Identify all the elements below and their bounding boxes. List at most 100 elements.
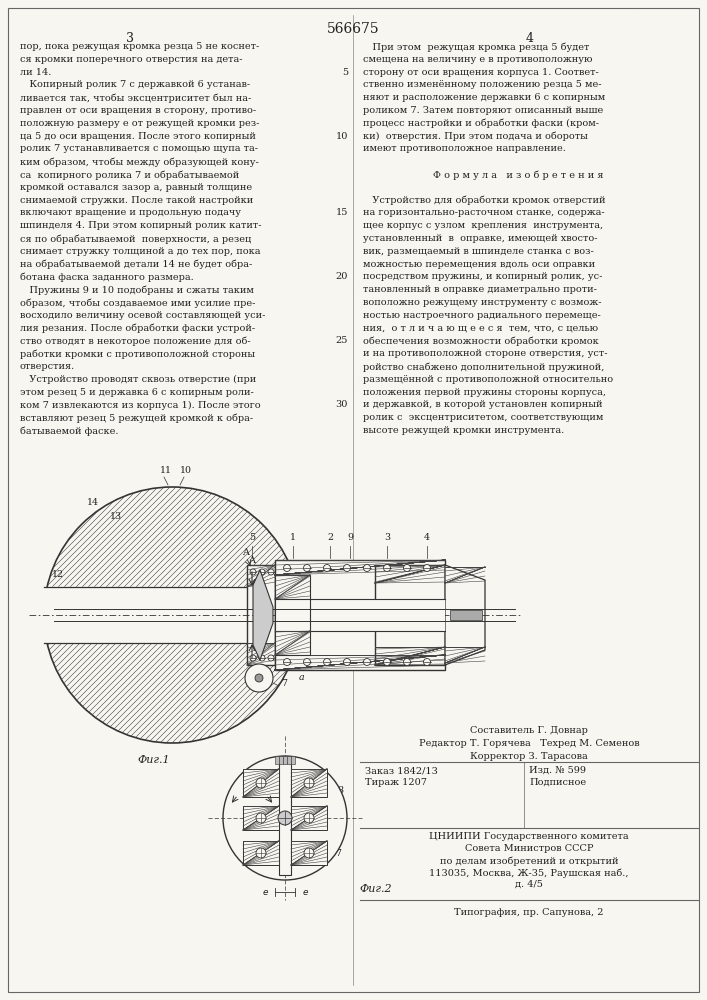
Text: Пружины 9 и 10 подобраны и сжаты таким: Пружины 9 и 10 подобраны и сжаты таким	[20, 285, 254, 295]
Text: 5: 5	[249, 533, 255, 542]
Text: роликом 7. Затем повторяют описанный выше: роликом 7. Затем повторяют описанный выш…	[363, 106, 603, 115]
Circle shape	[303, 564, 310, 572]
Text: 3: 3	[126, 32, 134, 45]
Text: и державкой, в которой установлен копирный: и державкой, в которой установлен копирн…	[363, 400, 602, 409]
Text: ки)  отверстия. При этом подача и обороты: ки) отверстия. При этом подача и обороты	[363, 132, 588, 141]
Text: Совета Министров СССР: Совета Министров СССР	[464, 844, 593, 853]
Text: 10: 10	[180, 466, 192, 475]
Text: и на противоположной стороне отверстия, уст-: и на противоположной стороне отверстия, …	[363, 349, 607, 358]
Text: Изд. № 599: Изд. № 599	[529, 766, 586, 775]
Text: воположно режущему инструменту с возмож-: воположно режущему инструменту с возмож-	[363, 298, 602, 307]
Circle shape	[304, 813, 314, 823]
Text: ботана фаска заданного размера.: ботана фаска заданного размера.	[20, 272, 194, 282]
Text: 11: 11	[160, 466, 172, 475]
Text: A: A	[248, 556, 255, 565]
Text: 5: 5	[295, 759, 301, 768]
Bar	[279, 763, 291, 875]
Bar	[247, 565, 275, 665]
Circle shape	[324, 564, 330, 572]
Text: этом резец 5 и державка 6 с копирным роли-: этом резец 5 и державка 6 с копирным рол…	[20, 388, 254, 397]
Circle shape	[268, 655, 274, 661]
Text: Подписное: Подписное	[529, 778, 586, 787]
Text: 5: 5	[342, 68, 348, 77]
Bar	[283, 756, 287, 764]
Circle shape	[304, 778, 314, 788]
Circle shape	[284, 564, 291, 572]
Circle shape	[268, 569, 274, 575]
Circle shape	[363, 564, 370, 572]
Circle shape	[256, 848, 266, 858]
Circle shape	[255, 674, 263, 682]
Text: Копирный ролик 7 с державкой 6 устанав-: Копирный ролик 7 с державкой 6 устанав-	[20, 80, 250, 89]
Text: ЦНИИПИ Государственного комитета: ЦНИИПИ Государственного комитета	[429, 832, 629, 841]
Text: положную размеру e от режущей кромки рез-: положную размеру e от режущей кромки рез…	[20, 119, 259, 128]
Text: 113035, Москва, Ж-35, Раушская наб.,: 113035, Москва, Ж-35, Раушская наб.,	[429, 868, 629, 878]
Text: 566675: 566675	[327, 22, 380, 36]
Text: положения первой пружины стороны корпуса,: положения первой пружины стороны корпуса…	[363, 388, 606, 397]
Circle shape	[259, 655, 265, 661]
Bar	[243, 806, 279, 830]
Text: снимаемой стружки. После такой настройки: снимаемой стружки. После такой настройки	[20, 196, 253, 205]
Text: a: a	[299, 673, 305, 682]
Text: А-А: А-А	[243, 773, 262, 782]
Circle shape	[223, 756, 347, 880]
Text: образом, чтобы создаваемое ими усилие пре-: образом, чтобы создаваемое ими усилие пр…	[20, 298, 255, 308]
Circle shape	[324, 658, 330, 666]
Text: отверстия.: отверстия.	[20, 362, 75, 371]
Text: восходило величину осевой составляющей уси-: восходило величину осевой составляющей у…	[20, 311, 265, 320]
Circle shape	[303, 658, 310, 666]
Text: ливается так, чтобы эксцентриситет был на-: ливается так, чтобы эксцентриситет был н…	[20, 93, 251, 103]
Circle shape	[304, 848, 314, 858]
Text: лия резания. После обработки фаски устрой-: лия резания. После обработки фаски устро…	[20, 324, 255, 333]
Text: установленный  в  оправке, имеющей хвосто-: установленный в оправке, имеющей хвосто-	[363, 234, 597, 243]
Circle shape	[383, 564, 390, 572]
Text: на горизонтально-расточном станке, содержа-: на горизонтально-расточном станке, содер…	[363, 208, 604, 217]
Text: 30: 30	[336, 400, 348, 409]
Text: 20: 20	[336, 272, 348, 281]
Text: размещённой с противоположной относительно: размещённой с противоположной относитель…	[363, 375, 613, 384]
Text: ройство снабжено дополнительной пружиной,: ройство снабжено дополнительной пружиной…	[363, 362, 604, 371]
Circle shape	[363, 658, 370, 666]
Bar	[291, 841, 327, 865]
Text: правлен от оси вращения в сторону, противо-: правлен от оси вращения в сторону, проти…	[20, 106, 256, 115]
Text: Корректор З. Тарасова: Корректор З. Тарасова	[470, 752, 588, 761]
Text: Ф о р м у л а   и з о б р е т е н и я: Ф о р м у л а и з о б р е т е н и я	[433, 170, 603, 180]
Text: 15: 15	[336, 208, 348, 217]
Bar	[450, 610, 482, 620]
Text: Составитель Г. Довнар: Составитель Г. Довнар	[470, 726, 588, 735]
Text: e: e	[303, 888, 308, 897]
Text: Фиг.1: Фиг.1	[138, 755, 170, 765]
Text: Тираж 1207: Тираж 1207	[365, 778, 427, 787]
Text: пор, пока режущая кромка резца 5 не коснет-: пор, пока режущая кромка резца 5 не косн…	[20, 42, 259, 51]
Circle shape	[423, 658, 431, 666]
Text: 1: 1	[290, 533, 296, 542]
Text: 2: 2	[327, 533, 333, 542]
Circle shape	[256, 778, 266, 788]
Text: e: e	[262, 888, 268, 897]
Bar	[375, 565, 445, 665]
Text: можностью перемещения вдоль оси оправки: можностью перемещения вдоль оси оправки	[363, 260, 595, 269]
Text: д. 4/5: д. 4/5	[515, 880, 543, 889]
Text: При этом  режущая кромка резца 5 будет: При этом режущая кромка резца 5 будет	[363, 42, 590, 51]
Bar	[279, 756, 283, 764]
Text: высоте режущей кромки инструмента.: высоте режущей кромки инструмента.	[363, 426, 564, 435]
Circle shape	[278, 811, 292, 825]
Bar	[291, 806, 327, 830]
Text: шпинделя 4. При этом копирный ролик катит-: шпинделя 4. При этом копирный ролик кати…	[20, 221, 262, 230]
Text: Устройство проводят сквозь отверстие (при: Устройство проводят сквозь отверстие (пр…	[20, 375, 256, 384]
Text: тановленный в оправке диаметрально проти-: тановленный в оправке диаметрально проти…	[363, 285, 597, 294]
Text: 12: 12	[52, 570, 64, 579]
Text: 25: 25	[336, 336, 348, 345]
Text: 14: 14	[87, 498, 99, 507]
Bar	[275, 756, 279, 764]
Circle shape	[423, 564, 431, 572]
Text: 6: 6	[339, 819, 345, 828]
Polygon shape	[445, 565, 485, 665]
Text: батываемой фаске.: батываемой фаске.	[20, 426, 119, 436]
Bar	[243, 769, 279, 797]
Text: 9: 9	[347, 533, 353, 542]
Polygon shape	[253, 570, 273, 660]
Text: процесс настройки и обработки фаски (кром-: процесс настройки и обработки фаски (кро…	[363, 119, 599, 128]
Bar	[42, 587, 302, 643]
Text: включают вращение и продольную подачу: включают вращение и продольную подачу	[20, 208, 241, 217]
